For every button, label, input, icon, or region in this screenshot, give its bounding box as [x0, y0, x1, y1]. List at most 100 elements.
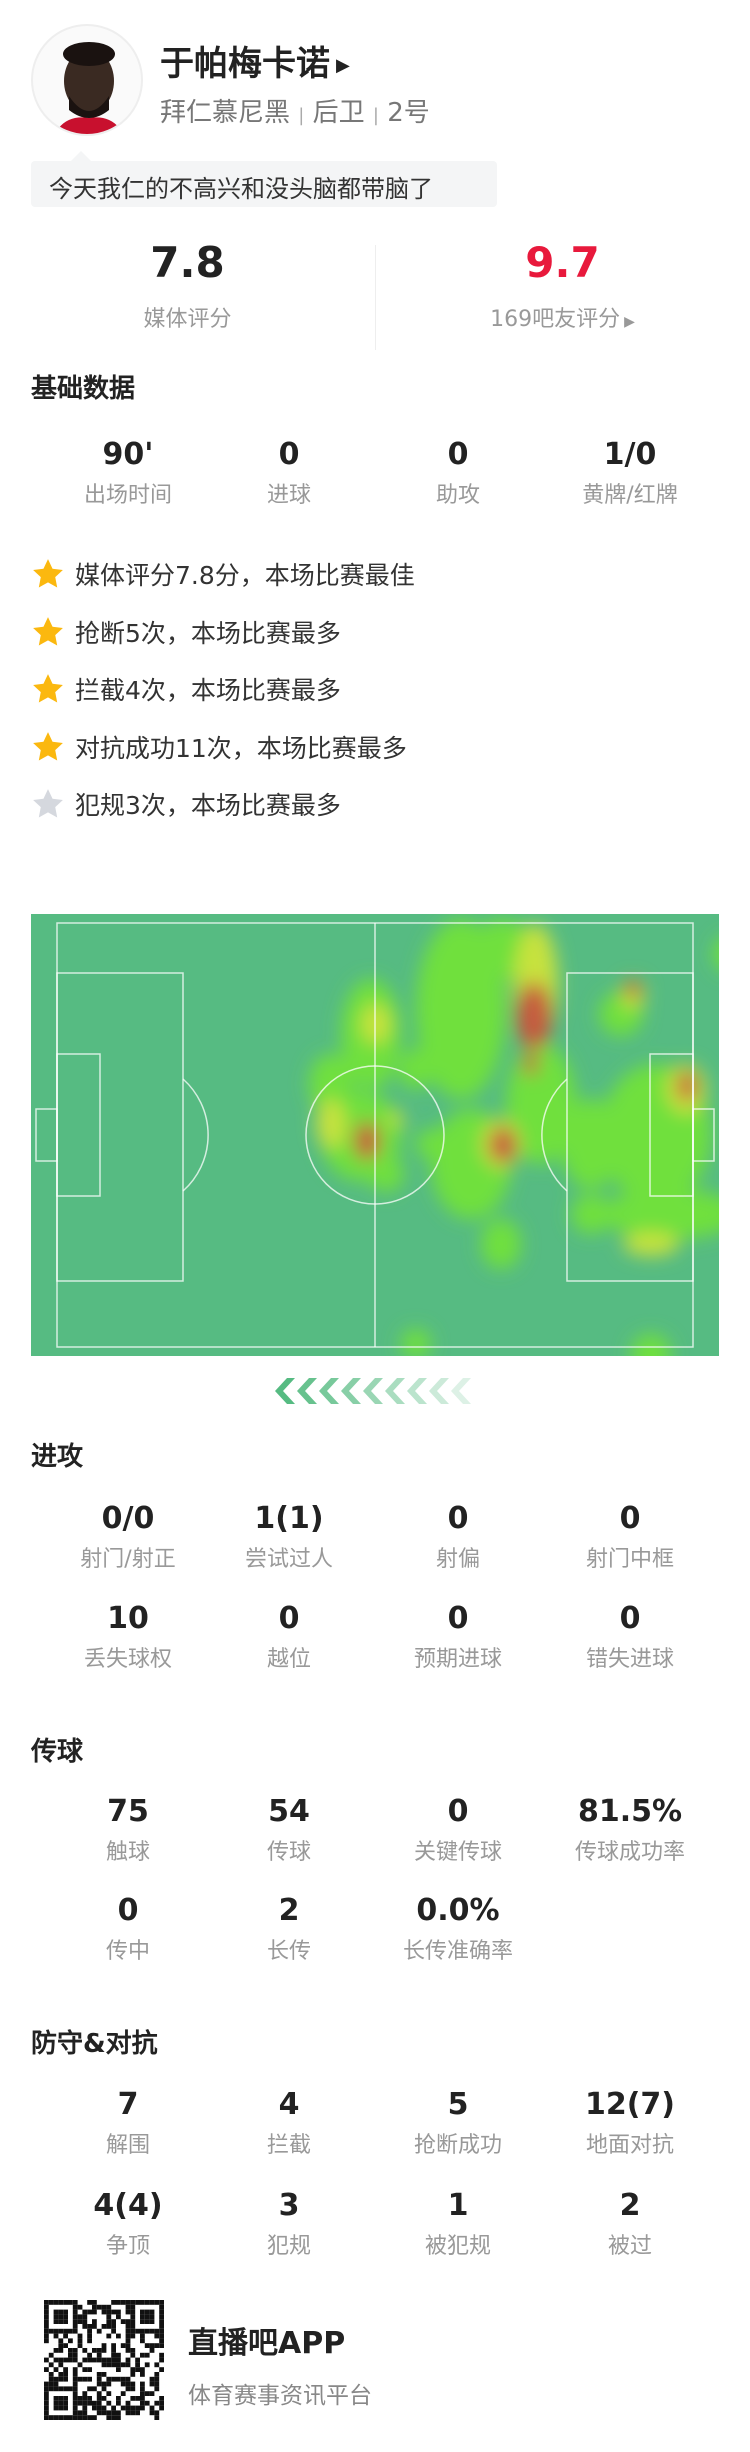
star-icon [33, 674, 63, 703]
player-name-link[interactable]: 于帕梅卡诺 ▶ [160, 36, 350, 85]
stat-value: 2 [278, 1893, 300, 1928]
media-rating-label: 媒体评分 [143, 307, 232, 332]
stat-label: 射门/射正 [80, 1547, 176, 1572]
stat-label: 争顶 [105, 2234, 150, 2259]
stat-label: 犯规 [266, 2234, 311, 2259]
stat-label: 被犯规 [424, 2234, 491, 2259]
chevron-left-icon [297, 1378, 317, 1404]
stat-label: 丢失球权 [83, 1647, 172, 1672]
stat-basic: 0 助攻 [373, 437, 543, 509]
stat-label: 关键传球 [413, 1840, 502, 1865]
stat-passing: 0.0% 长传准确率 [373, 1893, 543, 1965]
stat-value: 4(4) [93, 2188, 163, 2223]
stat-passing: 54 传球 [204, 1794, 374, 1866]
stat-label: 拦截 [266, 2133, 311, 2158]
stat-value: 0 [447, 437, 469, 472]
stat-value: 75 [107, 1794, 149, 1829]
stat-passing: 75 触球 [43, 1794, 213, 1866]
stat-defense: 3 犯规 [204, 2188, 374, 2260]
stat-label: 进球 [266, 483, 311, 508]
stat-label: 射门中框 [585, 1547, 674, 1572]
highlight-item: 拦截4次，本场比赛最多 [31, 671, 341, 707]
chevron-left-icon [451, 1378, 471, 1404]
stat-label: 长传准确率 [402, 1939, 513, 1964]
stat-label: 越位 [266, 1647, 311, 1672]
stat-value: 0 [447, 1601, 469, 1636]
stat-defense: 2 被过 [545, 2188, 715, 2260]
section-title-basic: 基础数据 [31, 374, 136, 404]
stat-label: 错失进球 [585, 1647, 674, 1672]
highlight-item: 犯规3次，本场比赛最多 [31, 786, 341, 822]
stat-defense: 5 抢断成功 [373, 2087, 543, 2159]
stat-label: 预期进球 [413, 1647, 502, 1672]
stat-attack: 0 越位 [204, 1601, 374, 1673]
stat-defense: 4(4) 争顶 [43, 2188, 213, 2260]
stat-label: 地面对抗 [585, 2133, 674, 2158]
stat-attack: 0 射门中框 [545, 1501, 715, 1573]
stat-value: 0 [619, 1601, 641, 1636]
stat-attack: 10 丢失球权 [43, 1601, 213, 1673]
stat-label: 尝试过人 [244, 1547, 333, 1572]
triangle-right-icon: ▶ [336, 55, 350, 76]
divider [375, 245, 376, 350]
stat-defense: 4 拦截 [204, 2087, 374, 2159]
fan-rating-value: 9.7 [525, 238, 600, 287]
stat-label: 黄牌/红牌 [582, 483, 678, 508]
stat-basic: 0 进球 [204, 437, 374, 509]
stat-passing: 81.5% 传球成功率 [545, 1794, 715, 1866]
chevron-left-icon [363, 1378, 383, 1404]
chevron-left-icon [319, 1378, 339, 1404]
stat-label: 射偏 [435, 1547, 480, 1572]
jersey-number: 2号 [387, 98, 430, 128]
stat-value: 81.5% [577, 1794, 683, 1829]
stat-value: 10 [107, 1601, 149, 1636]
stat-passing: 0 关键传球 [373, 1794, 543, 1866]
player-name: 于帕梅卡诺 [160, 44, 330, 84]
stat-passing: 0 传中 [43, 1893, 213, 1965]
stat-value: 1/0 [603, 437, 657, 472]
highlight-text: 犯规3次，本场比赛最多 [75, 791, 341, 820]
highlight-text: 媒体评分7.8分，本场比赛最佳 [75, 561, 415, 590]
stat-label: 抢断成功 [413, 2133, 502, 2158]
star-icon [33, 731, 63, 760]
stat-passing: 2 长传 [204, 1893, 374, 1965]
chevron-left-icon [275, 1378, 295, 1404]
stat-label: 解围 [105, 2133, 150, 2158]
star-icon [33, 789, 63, 818]
section-title-defense: 防守&对抗 [31, 2029, 158, 2059]
stat-label: 助攻 [435, 483, 480, 508]
stat-value: 0/0 [101, 1501, 155, 1536]
section-title-passing: 传球 [31, 1737, 84, 1767]
chevron-left-icon [341, 1378, 361, 1404]
qr-code [44, 2300, 164, 2420]
chevrons-left-icon [275, 1378, 471, 1404]
heatmap [31, 914, 749, 1559]
fan-rating[interactable]: 9.7 169吧友评分 ▶ [375, 238, 750, 333]
stat-value: 0 [117, 1893, 139, 1928]
stat-label: 被过 [607, 2234, 652, 2259]
stat-value: 0 [278, 437, 300, 472]
position: 后卫 [312, 98, 365, 128]
stat-value: 3 [278, 2188, 300, 2223]
stat-value: 2 [619, 2188, 641, 2223]
highlight-text: 抢断5次，本场比赛最多 [75, 618, 341, 648]
stat-value: 0 [447, 1501, 469, 1536]
stat-value: 0.0% [416, 1893, 500, 1928]
chevron-left-icon [407, 1378, 427, 1404]
stat-label: 出场时间 [83, 483, 172, 508]
stat-value: 7 [117, 2087, 139, 2122]
stat-label: 传中 [105, 1939, 150, 1964]
highlight-text: 拦截4次，本场比赛最多 [75, 676, 341, 705]
separator: | [298, 105, 305, 126]
stat-label: 触球 [105, 1840, 150, 1865]
player-avatar[interactable] [31, 24, 143, 136]
app-name: 直播吧APP [188, 2326, 346, 2361]
stat-label: 传球 [266, 1840, 311, 1865]
stat-value: 1 [447, 2188, 469, 2223]
stat-value: 54 [268, 1794, 310, 1829]
media-rating: 7.8 媒体评分 [0, 238, 375, 333]
highlight-item: 媒体评分7.8分，本场比赛最佳 [31, 556, 415, 592]
highlight-text: 对抗成功11次，本场比赛最多 [75, 733, 407, 763]
stat-value: 90' [102, 437, 154, 472]
app-tagline: 体育赛事资讯平台 [188, 2383, 372, 2409]
